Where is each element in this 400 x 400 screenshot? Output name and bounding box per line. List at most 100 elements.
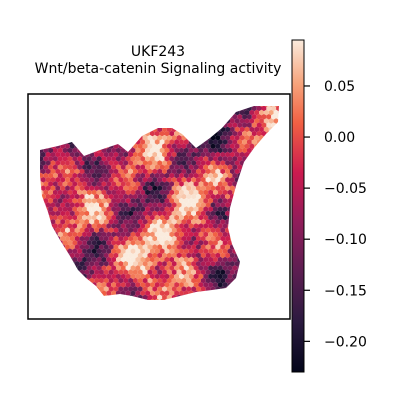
tissue-spot	[111, 265, 116, 271]
tissue-spot	[166, 227, 172, 233]
tissue-spot	[125, 130, 131, 137]
tissue-spot	[230, 135, 235, 141]
tissue-spot	[65, 143, 70, 149]
tissue-spot	[191, 227, 196, 233]
tissue-spot	[77, 214, 83, 221]
tissue-spot	[135, 189, 141, 196]
tissue-spot	[43, 181, 49, 187]
tissue-spot	[271, 181, 277, 187]
colorbar-tick-label: −0.05	[324, 181, 367, 197]
tissue-spot	[99, 227, 104, 233]
tissue-spot	[254, 261, 260, 267]
tissue-spot	[181, 261, 187, 267]
tissue-spot	[271, 214, 277, 221]
tissue-spot	[162, 151, 167, 158]
tissue-spot	[237, 231, 243, 238]
tissue-spot	[266, 256, 272, 263]
tissue-spot	[257, 97, 262, 103]
tissue-spot	[181, 286, 187, 292]
tissue-spot	[249, 193, 255, 200]
tissue-spot	[276, 139, 279, 145]
tissue-spot	[130, 181, 136, 187]
tissue-spot	[179, 248, 184, 254]
tissue-spot	[193, 273, 199, 280]
tissue-spot	[53, 97, 58, 103]
tissue-spot	[213, 189, 218, 196]
tissue-spot	[205, 269, 211, 275]
tissue-spot	[239, 252, 245, 259]
tissue-spot	[96, 298, 102, 300]
tissue-spot	[99, 193, 104, 200]
tissue-spot	[193, 164, 199, 170]
tissue-spot	[176, 151, 182, 158]
tissue-spot	[210, 193, 216, 200]
tissue-spot	[40, 210, 41, 217]
tissue-spot	[120, 189, 126, 196]
tissue-spot	[203, 97, 208, 103]
tissue-spot	[283, 127, 288, 133]
tissue-spot	[40, 286, 46, 292]
tissue-spot	[135, 164, 141, 170]
tissue-spot	[251, 106, 257, 112]
tissue-spot	[230, 227, 235, 233]
tissue-spot	[116, 214, 121, 221]
tissue-spot	[210, 185, 216, 191]
tissue-spot	[67, 181, 73, 187]
tissue-spot	[217, 106, 223, 112]
tissue-spot	[239, 286, 245, 292]
tissue-spot	[273, 244, 279, 250]
tissue-spot	[259, 193, 264, 200]
tissue-spot	[232, 265, 238, 271]
tissue-spot	[77, 231, 83, 238]
tissue-spot	[230, 185, 235, 191]
tissue-spot	[89, 126, 95, 133]
tissue-spot	[43, 130, 49, 137]
tissue-spot	[247, 147, 252, 154]
tissue-spot	[123, 118, 129, 124]
tissue-spot	[101, 139, 107, 145]
tissue-spot	[157, 106, 163, 107]
tissue-spot	[82, 164, 87, 170]
tissue-spot	[82, 248, 87, 254]
tissue-spot	[57, 265, 63, 271]
tissue-spot	[208, 164, 213, 170]
tissue-spot	[276, 181, 279, 187]
tissue-spot	[230, 151, 235, 158]
tissue-spot	[60, 151, 66, 158]
tissue-spot	[101, 273, 107, 280]
tissue-spot	[94, 135, 99, 141]
tissue-spot	[217, 298, 223, 300]
tissue-spot	[121, 97, 126, 103]
tissue-spot	[45, 261, 51, 267]
tissue-spot	[263, 252, 269, 259]
tissue-spot	[273, 126, 279, 133]
tissue-spot	[106, 114, 112, 120]
tissue-spot	[34, 131, 39, 137]
tissue-spot	[154, 248, 160, 254]
tissue-spot	[198, 189, 204, 196]
tissue-spot	[222, 273, 228, 280]
tissue-spot	[152, 219, 158, 225]
tissue-spot	[34, 215, 39, 221]
tissue-spot	[147, 261, 153, 267]
tissue-spot	[74, 109, 80, 116]
tissue-spot	[181, 277, 187, 284]
tissue-spot	[242, 198, 247, 204]
tissue-spot	[157, 151, 163, 158]
tissue-spot	[55, 126, 61, 133]
tissue-spot	[188, 248, 194, 254]
tissue-spot	[130, 156, 136, 162]
tissue-spot	[135, 97, 140, 103]
tissue-spot	[133, 269, 138, 275]
tissue-spot	[111, 156, 116, 162]
tissue-spot	[43, 172, 49, 179]
tissue-spot	[210, 219, 216, 225]
tissue-spot	[159, 164, 165, 170]
tissue-spot	[162, 135, 167, 141]
tissue-spot	[34, 282, 39, 288]
tissue-spot	[268, 286, 274, 292]
tissue-spot	[278, 277, 279, 284]
tissue-spot	[200, 151, 206, 158]
tissue-spot	[196, 185, 201, 191]
tissue-spot	[154, 106, 160, 112]
